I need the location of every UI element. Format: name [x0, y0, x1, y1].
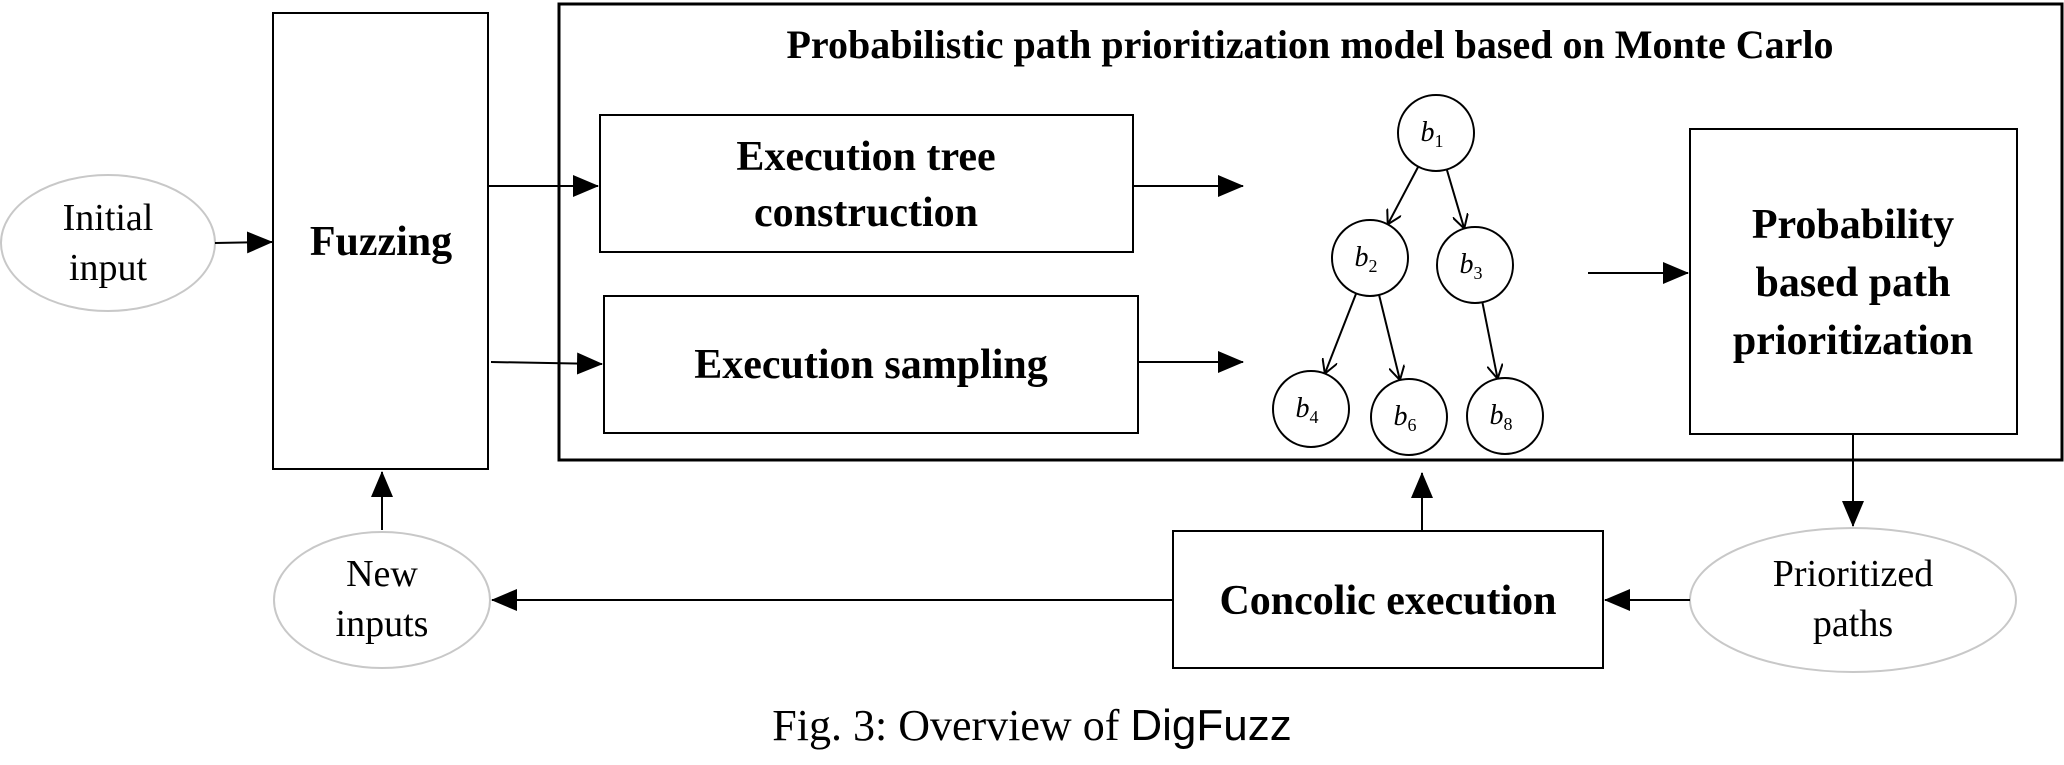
- arrow-fuzzing-to-sampling: [490, 352, 603, 375]
- new-inputs-node: [273, 531, 491, 669]
- tree-edge-b3-b8: [1481, 302, 1497, 378]
- tree-construction-label: construction: [754, 190, 978, 236]
- prioritized-paths-label: Prioritized: [1773, 553, 1933, 595]
- tree-edge-b1-b2: [1388, 166, 1420, 225]
- workflow-diagram: Probabilistic path prioritization model …: [0, 2, 2064, 673]
- fuzzing-box: [272, 12, 489, 470]
- concolic-label: Concolic execution: [1219, 578, 1556, 624]
- prioritization-label: Probability: [1752, 202, 1954, 248]
- tree-node-b2: [1331, 219, 1409, 297]
- prioritization-label: prioritization: [1733, 318, 1973, 364]
- tree-construction-box: [599, 114, 1134, 253]
- tree-node-b8: [1466, 377, 1544, 455]
- tree-node-b3: [1436, 226, 1514, 304]
- prioritized-paths-label: paths: [1813, 603, 1893, 645]
- fuzzing-label: Fuzzing: [310, 219, 452, 265]
- tree-edge-b2-b4: [1325, 293, 1358, 373]
- initial-input-node: [0, 174, 216, 312]
- prioritization-label: based path: [1756, 260, 1951, 306]
- tree-node-b6: [1370, 378, 1448, 456]
- tree-node-b1: [1397, 94, 1475, 172]
- tree-construction-label: Execution tree: [736, 134, 995, 180]
- sampling-box: [603, 295, 1139, 434]
- tree-node-b4: [1272, 370, 1350, 448]
- prioritized-paths-node: [1689, 527, 2017, 673]
- caption-prefix: Fig. 3: Overview of: [772, 701, 1131, 750]
- prioritization-box: [1689, 128, 2018, 435]
- tree-edge-b1-b3: [1445, 169, 1464, 228]
- arrow-initial-to-fuzzing: [214, 231, 273, 254]
- figure-caption: Fig. 3: Overview of DigFuzz: [0, 700, 2064, 751]
- tree-edge-b2-b6: [1378, 294, 1400, 380]
- sampling-label: Execution sampling: [694, 342, 1048, 388]
- initial-input-label: input: [69, 247, 148, 289]
- caption-tool-name: DigFuzz: [1130, 701, 1292, 750]
- new-inputs-label: inputs: [336, 603, 429, 645]
- model-container: [557, 2, 2064, 462]
- new-inputs-label: New: [346, 553, 418, 595]
- model-title: Probabilistic path prioritization model …: [786, 22, 1833, 67]
- initial-input-label: Initial: [63, 197, 154, 239]
